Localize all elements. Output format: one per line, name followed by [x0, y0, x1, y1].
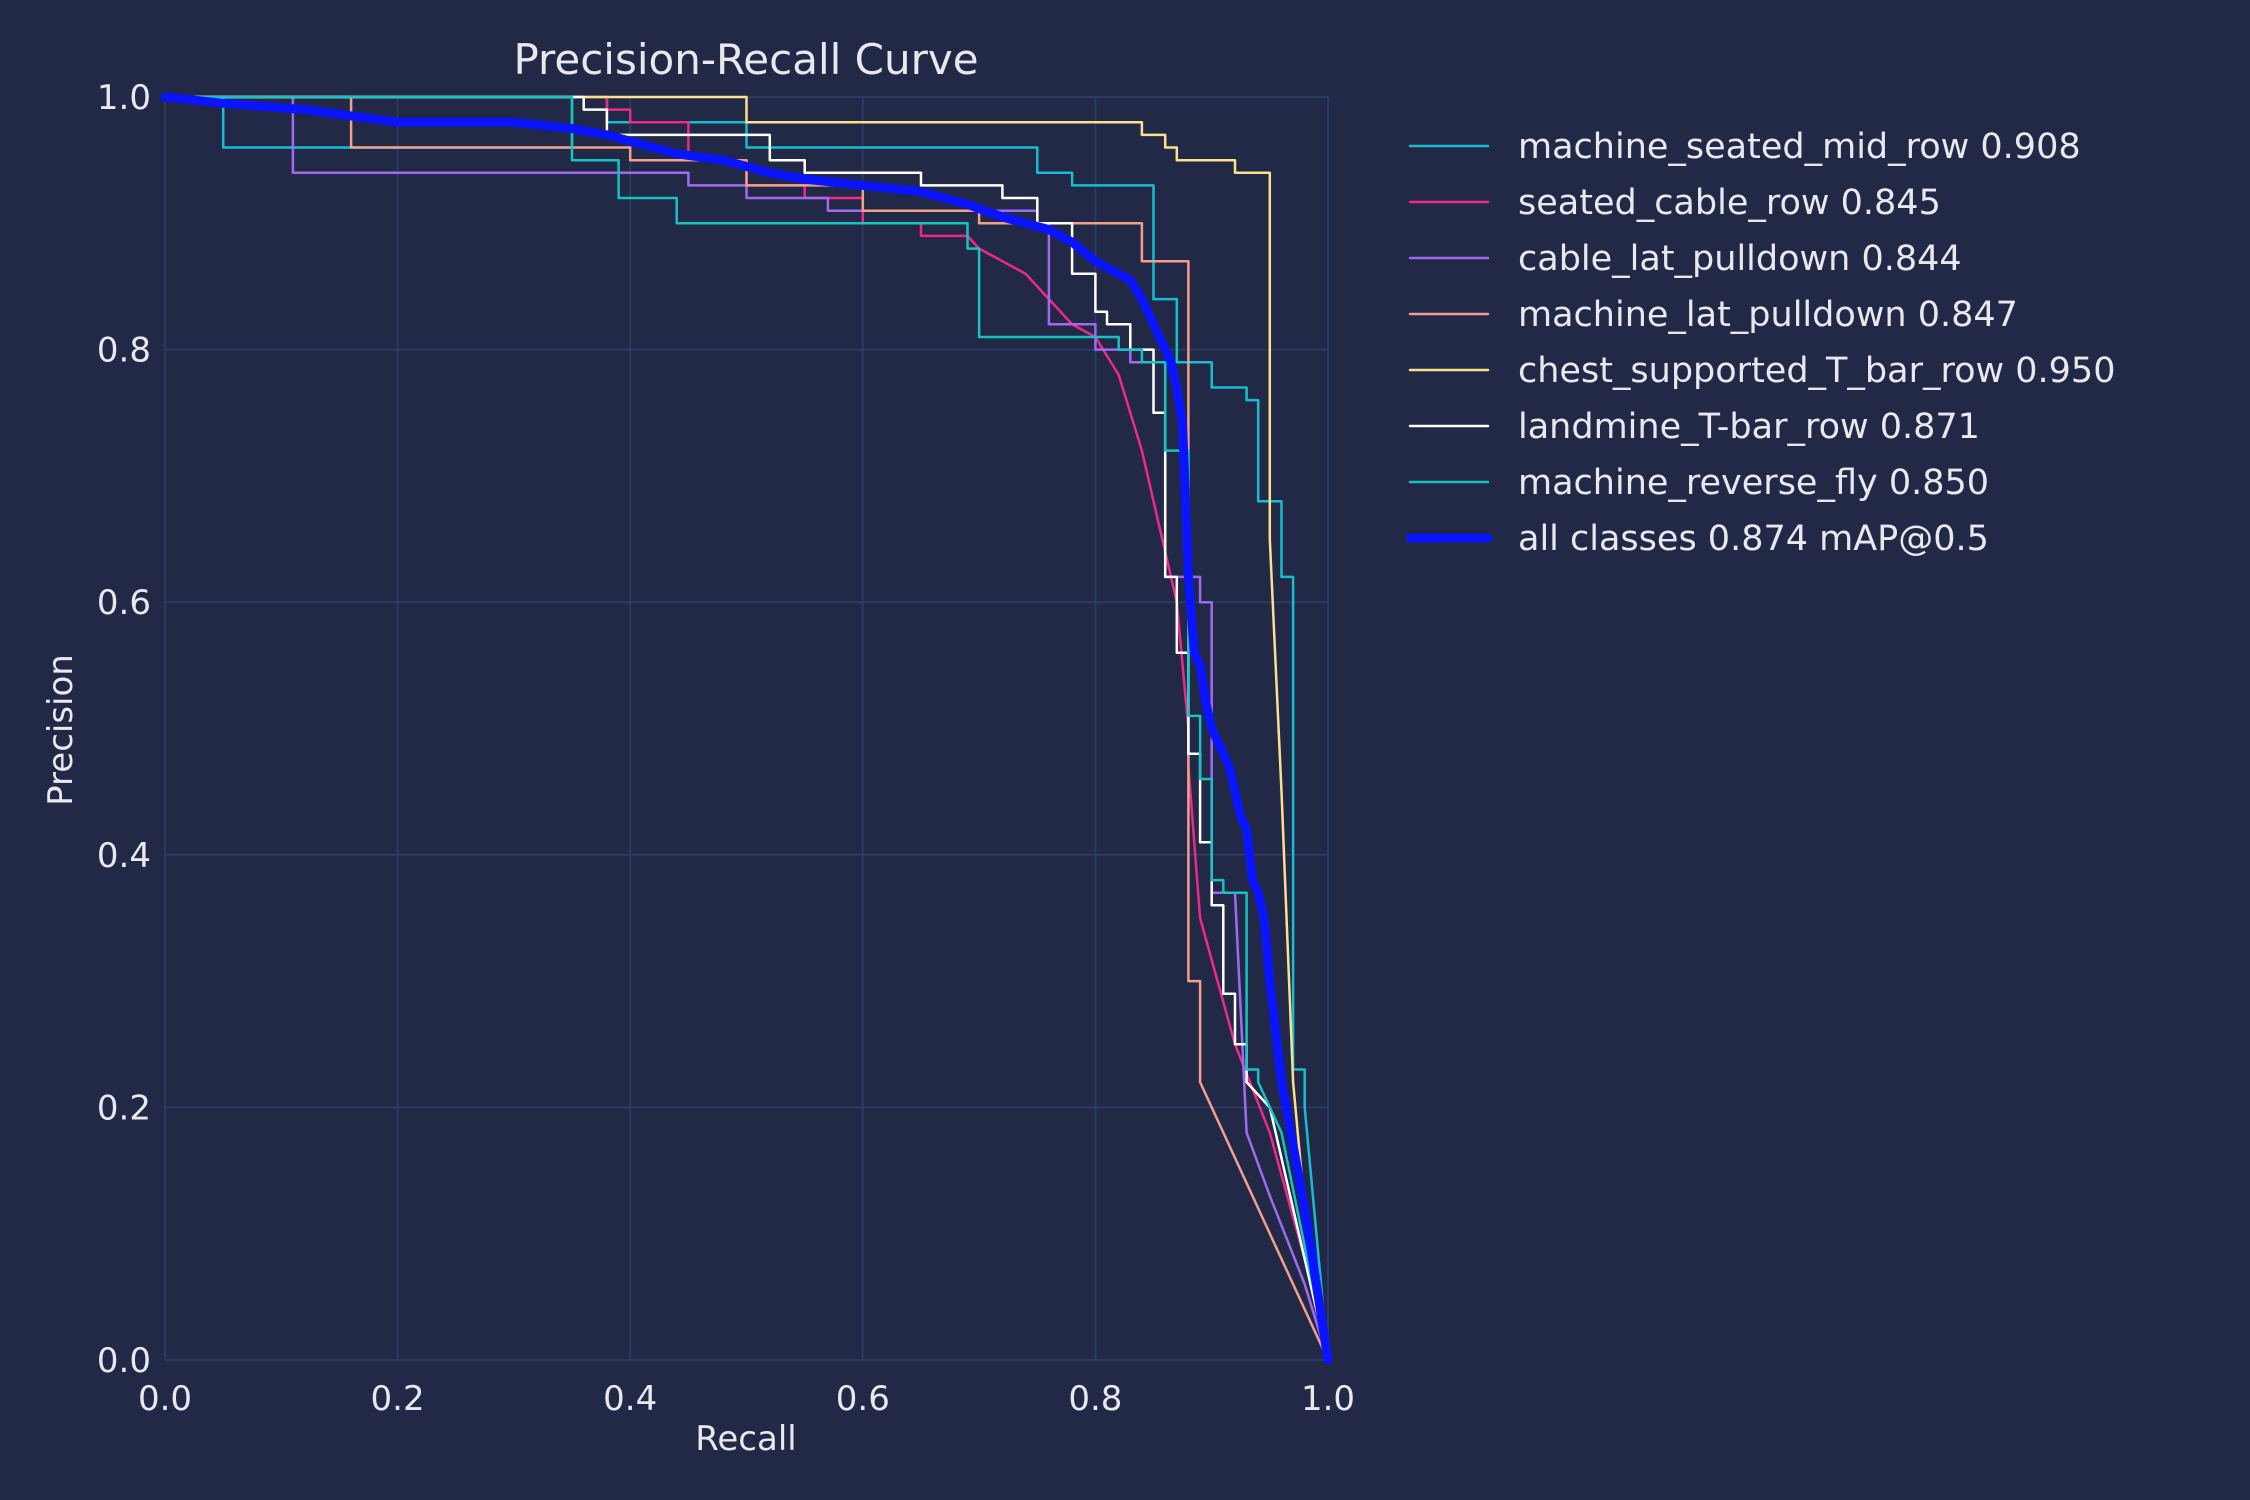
- series-line-6: [163, 95, 1330, 1362]
- x-tick-label: 0.2: [371, 1379, 425, 1419]
- series-layer: [160, 92, 1333, 1365]
- series-line-3: [163, 95, 1330, 1362]
- legend-label-1: seated_cable_row 0.845: [1518, 183, 1941, 223]
- legend: machine_seated_mid_row 0.908 seated_cable…: [1405, 127, 2115, 559]
- chart-title: Precision-Recall Curve: [513, 35, 978, 84]
- legend-label-6: machine_reverse_fly 0.850: [1518, 463, 1989, 503]
- legend-label-0: machine_seated_mid_row 0.908: [1518, 127, 2081, 167]
- series-line-7: [160, 92, 1333, 1365]
- x-tick-label: 0.0: [138, 1379, 192, 1419]
- legend-label-7: all classes 0.874 mAP@0.5: [1518, 519, 1989, 559]
- y-tick-label: 0.4: [97, 836, 151, 876]
- plot-area: [165, 97, 1328, 1360]
- x-tick-label: 1.0: [1301, 1379, 1355, 1419]
- x-tick-label: 0.4: [603, 1379, 657, 1419]
- x-tick-labels: 0.0 0.2 0.4 0.6 0.8 1.0: [138, 1379, 1355, 1419]
- y-axis-label: Precision: [41, 654, 81, 806]
- y-tick-labels: 0.0 0.2 0.4 0.6 0.8 1.0: [97, 78, 151, 1381]
- legend-label-3: machine_lat_pulldown 0.847: [1518, 295, 2018, 335]
- y-tick-label: 0.8: [97, 331, 151, 371]
- x-tick-label: 0.8: [1068, 1379, 1122, 1419]
- series-line-4: [163, 95, 1330, 1362]
- y-tick-label: 0.0: [97, 1341, 151, 1381]
- y-tick-label: 0.6: [97, 583, 151, 623]
- x-axis-label: Recall: [695, 1419, 796, 1459]
- legend-label-5: landmine_T-bar_row 0.871: [1518, 407, 1980, 447]
- y-tick-label: 0.2: [97, 1088, 151, 1128]
- legend-label-4: chest_supported_T_bar_row 0.950: [1518, 351, 2115, 391]
- series-line-5: [163, 95, 1330, 1362]
- x-tick-label: 0.6: [836, 1379, 890, 1419]
- y-tick-label: 1.0: [97, 78, 151, 118]
- series-line-2: [163, 95, 1330, 1362]
- legend-label-2: cable_lat_pulldown 0.844: [1518, 239, 1962, 279]
